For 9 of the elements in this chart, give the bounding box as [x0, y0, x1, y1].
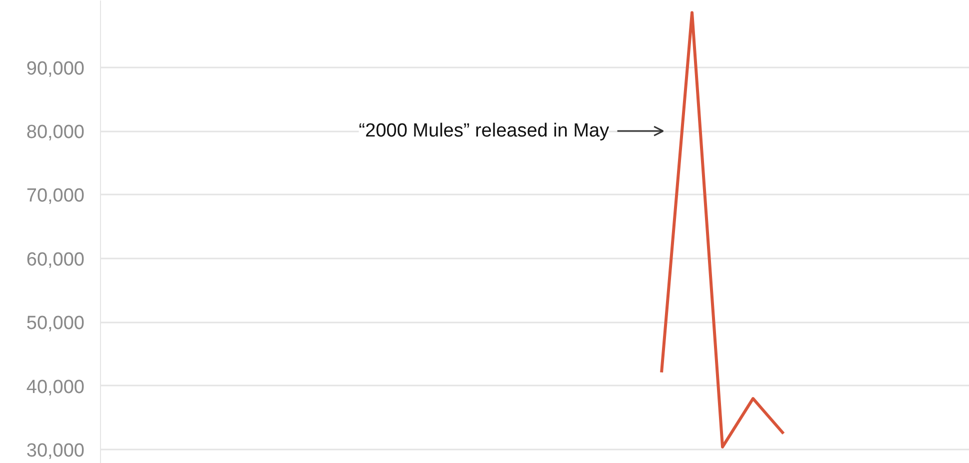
y-tick-label: 30,000 [26, 440, 85, 462]
y-tick-label: 70,000 [26, 186, 85, 207]
annotation: “2000 Mules” released in May [358, 120, 610, 142]
line-series [660, 11, 786, 448]
y-tick-label: 40,000 [26, 376, 85, 398]
y-tick-label: 60,000 [26, 249, 85, 270]
y-tick-label: 90,000 [26, 58, 85, 80]
y-tick-label: 50,000 [26, 313, 85, 334]
y-tick-label: 80,000 [26, 122, 85, 144]
